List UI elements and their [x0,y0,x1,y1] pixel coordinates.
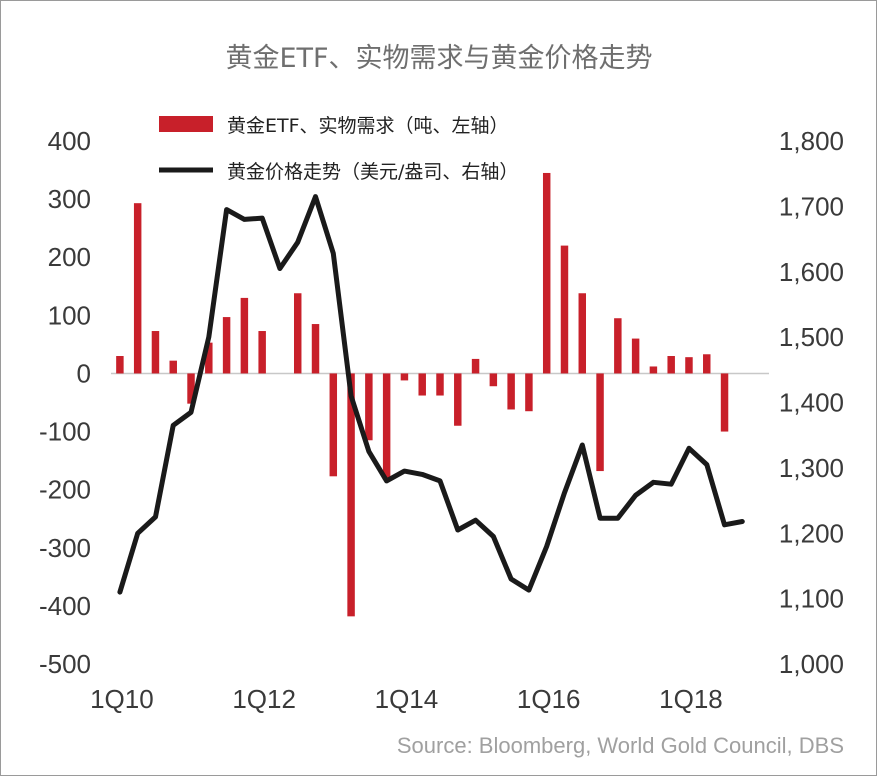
demand-bar [436,373,444,396]
demand-bar [258,331,266,374]
right-axis-tick-label: 1,400 [779,388,844,418]
demand-bar [631,338,640,374]
left-axis-tick-label: -200 [39,475,91,505]
right-axis-tick-label: 1,000 [779,649,844,679]
left-axis-tick-label: 400 [48,126,91,156]
gold-price-line [117,194,745,595]
demand-bar [471,358,480,374]
x-axis-tick-label: 1Q16 [517,684,581,714]
bar-series [116,172,729,617]
legend-bar-swatch [159,116,213,132]
demand-bar [703,354,711,374]
demand-bar [347,373,355,617]
demand-bar [489,373,498,387]
demand-bar [596,373,604,472]
demand-bar [240,297,249,374]
demand-bar [560,245,569,374]
demand-bar [116,356,124,374]
x-axis-tick-label: 1Q12 [232,684,296,714]
right-axis-tick-label: 1,800 [779,126,844,156]
right-axis-tick-label: 1,600 [779,257,844,287]
demand-bar [649,366,658,374]
demand-bar [151,331,160,374]
demand-bar [133,203,142,374]
x-axis: 1Q10 1Q12 1Q14 1Q16 1Q18 [90,684,723,714]
left-axis-tick-label: -500 [39,649,91,679]
demand-bar [169,360,177,374]
right-axis: 1,800 1,700 1,600 1,500 1,400 1,300 1,200 1,100… [779,126,844,679]
demand-bar [365,373,373,441]
legend: 黄金ETF、实物需求（吨、左轴） 黄金价格走势（美元/盎司、右轴） [159,115,518,183]
left-axis-tick-label: 200 [48,242,91,272]
left-axis-tick-label: 300 [48,184,91,214]
demand-bar [222,317,231,374]
demand-bar [507,373,515,410]
demand-bar [578,293,587,374]
x-axis-tick-label: 1Q14 [375,684,439,714]
left-axis-tick-label: -400 [39,591,91,621]
demand-bar [293,293,302,374]
legend-line-label: 黄金价格走势（美元/盎司、右轴） [227,161,518,183]
right-axis-tick-label: 1,300 [779,453,844,483]
left-axis-tick-label: 0 [77,358,91,388]
demand-bar [329,373,338,477]
demand-bar [525,373,533,412]
demand-bar [667,356,675,374]
demand-bar [614,318,622,374]
demand-bar [454,373,462,426]
line-series [117,194,745,595]
demand-bar [542,172,551,374]
legend-bar-label: 黄金ETF、实物需求（吨、左轴） [227,115,509,137]
demand-bar [418,373,426,396]
right-axis-tick-label: 1,500 [779,322,844,352]
demand-bar [187,373,195,404]
chart-title: 黄金ETF、实物需求与黄金价格走势 [225,43,652,74]
demand-bar [205,342,213,374]
right-axis-tick-label: 1,200 [779,518,844,548]
left-axis: 400 300 200 100 0 -100 -200 -300 -400 -500 [39,126,91,679]
demand-bar [311,324,320,374]
right-axis-tick-label: 1,100 [779,584,844,614]
demand-bar [400,373,409,381]
left-axis-tick-label: 100 [48,300,91,330]
left-axis-tick-label: -300 [39,533,91,563]
x-axis-tick-label: 1Q18 [659,684,723,714]
x-axis-tick-label: 1Q10 [90,684,154,714]
demand-bar [685,357,693,374]
source-note: Source: Bloomberg, World Gold Council, D… [397,733,844,758]
right-axis-tick-label: 1,700 [779,191,844,221]
demand-bar [720,373,729,432]
left-axis-tick-label: -100 [39,417,91,447]
demand-bar [382,373,391,480]
